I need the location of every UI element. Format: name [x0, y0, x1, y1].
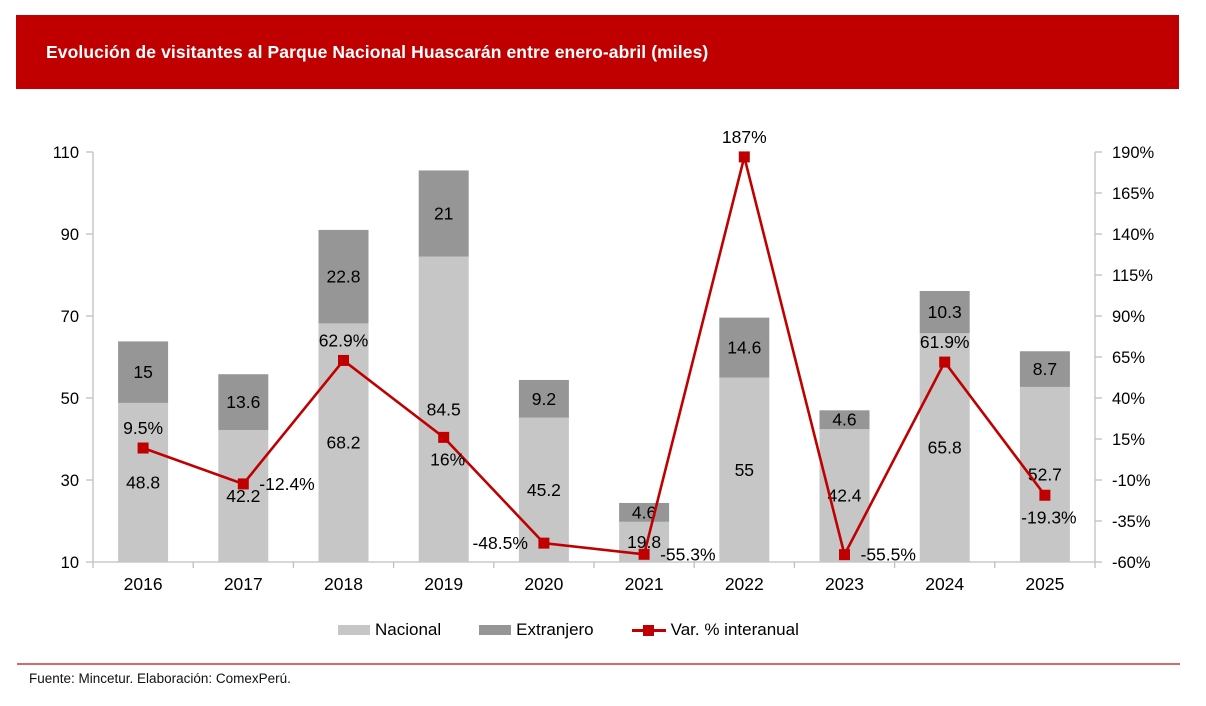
- var-label-2018: 62.9%: [319, 330, 369, 350]
- right-axis-tick-label: 40%: [1112, 390, 1145, 408]
- bar-label-extranjero-2016: 15: [133, 362, 152, 382]
- x-axis-category-label: 2021: [625, 574, 664, 594]
- bar-label-nacional-2017: 42.2: [226, 486, 260, 506]
- left-axis-tick-label: 70: [61, 308, 79, 326]
- bar-extranjero-2023: [819, 410, 870, 430]
- bar-label-extranjero-2025: 8.7: [1033, 359, 1057, 379]
- bar-label-nacional-2022: 55: [735, 460, 754, 480]
- bar-extranjero-2024: [919, 290, 970, 334]
- left-axis-tick-label: 50: [61, 390, 79, 408]
- var-label-2024: 61.9%: [920, 332, 970, 352]
- legend-item-extranjero: Extranjero: [479, 620, 594, 640]
- x-axis-category-label: 2019: [424, 574, 463, 594]
- chart-legend: Nacional Extranjero Var. % interanual: [338, 620, 799, 640]
- left-axis-tick-label: 110: [53, 144, 79, 162]
- x-axis-category-label: 2018: [324, 574, 363, 594]
- bar-extranjero-2018: [318, 229, 369, 324]
- var-label-2021: -55.3%: [660, 544, 715, 564]
- right-axis-tick-label: 90%: [1112, 308, 1145, 326]
- bar-extranjero-2022: [719, 317, 770, 378]
- right-axis-tick-label: -35%: [1112, 513, 1151, 531]
- var-marker-2018: [338, 354, 349, 366]
- bar-label-extranjero-2018: 22.8: [326, 267, 360, 287]
- var-marker-2022: [738, 151, 750, 163]
- bar-extranjero-2017: [218, 374, 269, 430]
- x-axis-category-label: 2016: [124, 574, 163, 594]
- bar-label-extranjero-2020: 9.2: [532, 389, 556, 409]
- bar-nacional-2019: [418, 256, 469, 562]
- bar-label-extranjero-2017: 13.6: [226, 392, 260, 412]
- x-axis-category-label: 2024: [925, 574, 964, 594]
- var-marker-2021: [638, 548, 650, 560]
- source-note: Fuente: Mincetur. Elaboración: ComexPerú…: [29, 671, 291, 686]
- bar-label-nacional-2024: 65.8: [928, 438, 962, 458]
- right-axis-tick-label: 165%: [1112, 185, 1155, 203]
- right-axis-tick-label: 65%: [1112, 349, 1145, 367]
- bar-label-extranjero-2023: 4.6: [832, 410, 856, 430]
- x-axis-category-label: 2020: [524, 574, 563, 594]
- bar-nacional-2023: [819, 429, 870, 562]
- var-label-2017: -12.4%: [259, 474, 314, 494]
- legend-swatch-nacional: [338, 625, 370, 635]
- bar-extranjero-2016: [118, 341, 169, 403]
- bar-label-nacional-2023: 42.4: [827, 486, 861, 506]
- var-label-2023: -55.5%: [861, 545, 916, 565]
- footer-divider: [17, 663, 1180, 665]
- var-interanual-line: [142, 156, 1046, 559]
- x-axis-category-label: 2023: [825, 574, 864, 594]
- x-axis-category-label: 2017: [224, 574, 263, 594]
- right-axis-tick-label: 190%: [1112, 144, 1155, 162]
- legend-label-nacional: Nacional: [375, 620, 442, 639]
- var-marker-2023: [839, 549, 850, 561]
- bar-label-nacional-2021: 19.8: [627, 532, 661, 552]
- bar-nacional-2016: [118, 402, 169, 562]
- bar-label-nacional-2018: 68.2: [326, 433, 360, 453]
- bar-label-nacional-2016: 48.8: [126, 472, 160, 492]
- var-label-2016: 9.5%: [123, 418, 163, 438]
- legend-item-nacional: Nacional: [338, 620, 441, 640]
- bar-label-nacional-2020: 45.2: [527, 480, 561, 500]
- bar-nacional-2022: [719, 377, 770, 562]
- bar-label-extranjero-2019: 21: [434, 204, 453, 224]
- var-marker-2017: [237, 478, 249, 490]
- right-axis-tick-label: 115%: [1112, 267, 1153, 285]
- x-axis-category-label: 2022: [725, 574, 764, 594]
- var-label-2019: 16%: [430, 449, 465, 469]
- legend-label-extranjero: Extranjero: [516, 620, 594, 639]
- right-axis-tick-label: 15%: [1112, 431, 1145, 449]
- var-marker-2019: [438, 431, 450, 443]
- bar-nacional-2024: [919, 333, 970, 562]
- right-axis-tick-label: -10%: [1112, 472, 1151, 490]
- legend-item-var-interanual: Var. % interanual: [631, 620, 799, 640]
- var-marker-2016: [137, 442, 149, 454]
- right-axis-tick-label: 140%: [1112, 226, 1155, 244]
- legend-swatch-extranjero: [479, 625, 512, 635]
- legend-label-var-interanual: Var. % interanual: [670, 620, 799, 639]
- left-axis-tick-label: 10: [61, 554, 79, 572]
- var-marker-2024: [939, 356, 951, 368]
- var-marker-2025: [1039, 489, 1051, 501]
- var-label-2020: -48.5%: [472, 533, 527, 553]
- x-axis-category-label: 2025: [1025, 574, 1064, 594]
- right-axis-tick-label: -60%: [1112, 554, 1151, 572]
- chart-title: Evolución de visitantes al Parque Nacion…: [46, 41, 709, 62]
- left-axis-tick-label: 30: [61, 472, 79, 490]
- chart-title-banner: Evolución de visitantes al Parque Nacion…: [16, 15, 1179, 89]
- bar-label-nacional-2019: 84.5: [427, 399, 461, 419]
- bar-extranjero-2019: [418, 170, 469, 257]
- bar-extranjero-2020: [518, 379, 569, 418]
- bar-label-extranjero-2024: 10.3: [928, 302, 962, 322]
- bar-label-nacional-2025: 52.7: [1028, 464, 1062, 484]
- bar-nacional-2017: [218, 429, 269, 562]
- bar-label-extranjero-2021: 4.6: [632, 502, 656, 522]
- left-axis-tick-label: 90: [61, 226, 79, 244]
- bar-extranjero-2025: [1019, 351, 1070, 387]
- var-label-2025: -19.3%: [1021, 507, 1076, 527]
- legend-line-marker-icon: [631, 624, 666, 636]
- var-label-2022: 187%: [722, 127, 767, 147]
- bar-label-extranjero-2022: 14.6: [727, 338, 761, 358]
- var-marker-2020: [538, 537, 550, 549]
